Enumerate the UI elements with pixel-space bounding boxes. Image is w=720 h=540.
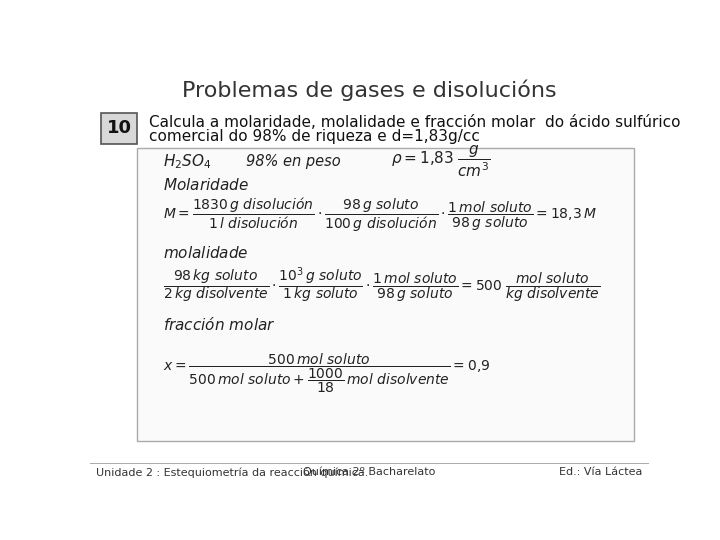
Text: $x = \dfrac{500\,mol\ soluto}{500\,mol\ soluto + \dfrac{1000}{18}\,mol\ disolven: $x = \dfrac{500\,mol\ soluto}{500\,mol\ …: [163, 352, 490, 395]
Text: comercial do 98% de riqueza e d=1,83g/cc: comercial do 98% de riqueza e d=1,83g/cc: [148, 129, 480, 144]
Text: 98% en peso: 98% en peso: [246, 154, 341, 169]
Text: Problemas de gases e disolucións: Problemas de gases e disolucións: [181, 79, 557, 101]
Text: Ed.: Vía Láctea: Ed.: Vía Láctea: [559, 467, 642, 477]
FancyBboxPatch shape: [101, 113, 138, 144]
Text: $\mathit{Molaridade}$: $\mathit{Molaridade}$: [163, 177, 248, 193]
Text: $M = \dfrac{1830\,g\ disolución}{1\,l\ disolución}\cdot\dfrac{98\,g\ soluto}{100: $M = \dfrac{1830\,g\ disolución}{1\,l\ d…: [163, 196, 596, 234]
Text: $H_2SO_4$: $H_2SO_4$: [163, 152, 211, 171]
Text: 10: 10: [107, 119, 132, 137]
Text: $\rho = 1{,}83\;\dfrac{g}{cm^3}$: $\rho = 1{,}83\;\dfrac{g}{cm^3}$: [392, 144, 491, 179]
Text: Química 2º Bacharelato: Química 2º Bacharelato: [303, 467, 435, 477]
Text: $\dfrac{98\,kg\ soluto}{2\,kg\ disolvente}\cdot\dfrac{10^3\,g\ soluto}{1\,kg\ so: $\dfrac{98\,kg\ soluto}{2\,kg\ disolvent…: [163, 265, 600, 305]
Text: $\mathit{molalidade}$: $\mathit{molalidade}$: [163, 245, 248, 261]
Text: $\mathit{fracción\ molar}$: $\mathit{fracción\ molar}$: [163, 316, 275, 333]
FancyBboxPatch shape: [138, 148, 634, 441]
Text: Unidade 2 : Estequiometría da reacción química.: Unidade 2 : Estequiometría da reacción q…: [96, 467, 368, 477]
Text: Calcula a molaridade, molalidade e fracción molar  do ácido sulfúrico: Calcula a molaridade, molalidade e fracc…: [148, 114, 680, 130]
